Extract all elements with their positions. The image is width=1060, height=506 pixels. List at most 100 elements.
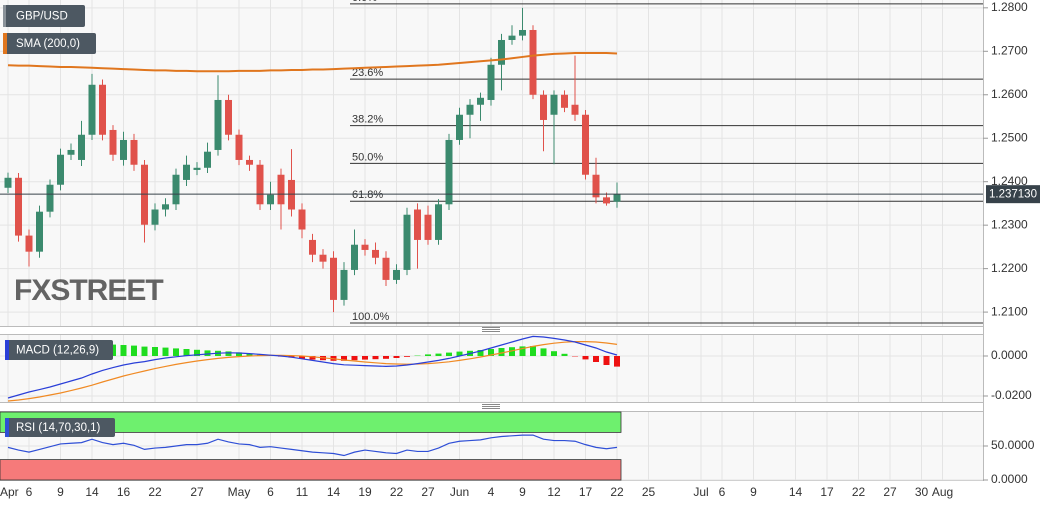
legend-swatch	[5, 340, 9, 360]
histogram-bar	[498, 348, 505, 356]
rsi-band	[0, 411, 622, 433]
x-tick-label: 6	[719, 485, 726, 499]
candle-body	[298, 209, 306, 230]
candle-body	[372, 249, 379, 258]
x-tick-label: 14	[789, 485, 803, 499]
legend-box[interactable]: RSI (14,70,30,1)	[5, 418, 115, 437]
histogram-bar	[425, 354, 431, 356]
candle-body	[456, 114, 463, 140]
rsi-band	[0, 459, 622, 481]
legend-entry: SMA (200,0)	[16, 38, 80, 50]
x-tick-label: 27	[190, 485, 204, 499]
x-tick-label: 12	[547, 485, 561, 499]
histogram-bar	[309, 356, 316, 360]
x-tick-label: 14	[85, 485, 99, 499]
candle-body	[204, 151, 211, 168]
candle-body	[172, 174, 180, 205]
candle-body	[550, 94, 558, 115]
x-tick-label: 22	[148, 485, 162, 499]
fib-label: 100.0%	[352, 311, 390, 323]
legend-bg	[3, 33, 96, 54]
legend-box[interactable]: MACD (12,26,9)	[5, 340, 113, 360]
candle-body	[498, 39, 505, 65]
rsi-line	[7, 434, 618, 457]
y-tick-label: 1.2800	[991, 0, 1028, 14]
x-tick-label: 14	[327, 485, 341, 499]
y-tick-label: 0.0000	[991, 348, 1028, 362]
legend-bg	[5, 340, 113, 360]
histogram-bar	[141, 346, 148, 356]
x-tick-label: 30	[915, 485, 929, 499]
histogram-bar	[120, 345, 127, 356]
histogram-bar	[225, 351, 232, 356]
resize-grip[interactable]	[482, 327, 500, 332]
legend-swatch	[5, 418, 9, 437]
histogram-bar	[162, 347, 169, 356]
candle-body	[193, 167, 201, 170]
candle-body	[88, 84, 96, 135]
candle-body	[15, 177, 22, 236]
x-tick-label: 11	[296, 485, 309, 499]
x-tick-label: 27	[883, 485, 897, 499]
legend-box[interactable]: SMA (200,0)	[3, 33, 96, 54]
signal-line	[7, 341, 618, 402]
histogram-bar	[131, 345, 137, 356]
candle-body	[340, 269, 348, 300]
histogram-bar	[582, 356, 589, 360]
candle-body	[519, 29, 526, 36]
candle-body	[582, 114, 589, 175]
y-tick-label: 1.2100	[991, 304, 1028, 318]
candle-body	[319, 254, 327, 262]
histogram-bar	[173, 348, 179, 356]
last-price-label: 1.237130	[989, 189, 1037, 201]
x-tick-label: 6	[267, 485, 274, 499]
candle-body	[613, 194, 621, 202]
fib-label: 23.6%	[352, 67, 383, 79]
x-tick-label: 17	[579, 485, 593, 499]
candle-body	[508, 35, 516, 40]
x-tick-label: Aug	[932, 485, 953, 499]
fib-label: 0.0%	[352, 0, 377, 4]
legend-strip	[3, 5, 6, 27]
histogram-bar	[152, 347, 158, 356]
legend-box[interactable]: GBP/USD	[3, 5, 85, 27]
sma-line	[7, 52, 618, 73]
histogram-bar	[204, 350, 211, 356]
y-tick-label: 1.2300	[991, 217, 1028, 231]
histogram-bar	[299, 356, 305, 359]
histogram-bar	[446, 352, 452, 356]
x-tick-label: 27	[421, 485, 435, 499]
histogram-bar	[456, 351, 463, 356]
panel-title: RSI (14,70,30,1)	[16, 422, 101, 434]
candle-body	[487, 64, 495, 100]
macd-line	[7, 335, 618, 399]
candle-body	[4, 177, 12, 188]
y-tick-label: 1.2500	[991, 130, 1028, 144]
x-tick-label: May	[228, 485, 251, 499]
candle-body	[571, 104, 579, 115]
x-tick-label: 25	[642, 485, 656, 499]
candle-body	[36, 211, 43, 252]
candle-body	[99, 84, 106, 135]
histogram-bar	[603, 356, 610, 365]
candle-body	[120, 139, 127, 160]
candle-body	[414, 209, 421, 240]
candle-body	[109, 129, 117, 155]
watermark: FXSTREET	[14, 274, 163, 307]
candle-body	[561, 94, 568, 108]
candle-body	[540, 94, 547, 120]
resize-grip[interactable]	[482, 404, 500, 409]
candle-body	[361, 244, 369, 250]
candle-body	[330, 257, 337, 300]
y-tick-label: 1.2700	[991, 43, 1028, 57]
x-tick-label: 6	[26, 485, 33, 499]
x-tick-label: 9	[519, 485, 526, 499]
histogram-bar	[488, 349, 494, 356]
candle-body	[214, 99, 222, 150]
histogram-bar	[383, 356, 389, 359]
candle-body	[403, 214, 411, 270]
histogram-bar	[236, 352, 242, 356]
histogram-bar	[194, 349, 200, 356]
candle-body	[309, 239, 316, 255]
